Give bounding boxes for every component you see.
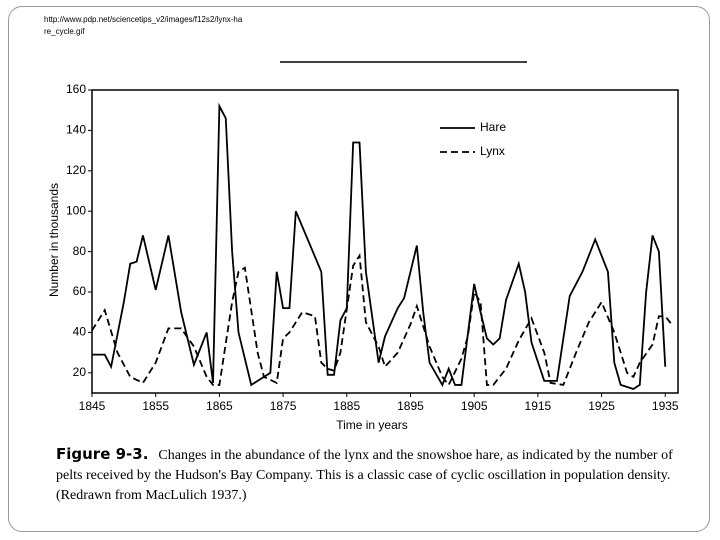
x-tick-label: 1905: [461, 399, 488, 413]
slide: [8, 6, 710, 532]
x-tick-label: 1845: [79, 399, 106, 413]
y-axis-label: Number in thousands: [47, 183, 61, 297]
y-tick-label: 80: [73, 244, 87, 258]
x-tick-label: 1855: [142, 399, 169, 413]
plot-frame: [91, 89, 679, 394]
y-tick-label: 60: [73, 284, 87, 298]
legend-label: Lynx: [480, 144, 505, 158]
caption: Figure 9-3. Changes in the abundance of t…: [56, 444, 676, 506]
x-tick-label: 1915: [525, 399, 552, 413]
x-tick-label: 1925: [588, 399, 615, 413]
y-tick-label: 120: [66, 163, 86, 177]
y-tick-label: 140: [66, 123, 86, 137]
line: [92, 102, 667, 390]
y-tick-label: 160: [66, 82, 86, 96]
x-tick-label: 1935: [652, 399, 679, 413]
caption-label: Figure 9-3.: [56, 445, 149, 463]
y-tick-label: 20: [73, 365, 87, 379]
x-tick-label: 1865: [206, 399, 233, 413]
y-tick-label: 40: [73, 325, 87, 339]
x-tick-label: 1885: [333, 399, 360, 413]
y-tick-label: 100: [66, 203, 86, 217]
x-tick-label: 1875: [270, 399, 297, 413]
caption-text: Changes in the abundance of the lynx and…: [56, 448, 673, 503]
source-url: http://www.pdp.net/sciencetips_v2/images…: [44, 15, 243, 36]
x-tick-label: 1895: [397, 399, 424, 413]
legend-label: Hare: [480, 120, 506, 134]
line: [91, 252, 673, 387]
x-axis-label: Time in years: [336, 418, 408, 432]
